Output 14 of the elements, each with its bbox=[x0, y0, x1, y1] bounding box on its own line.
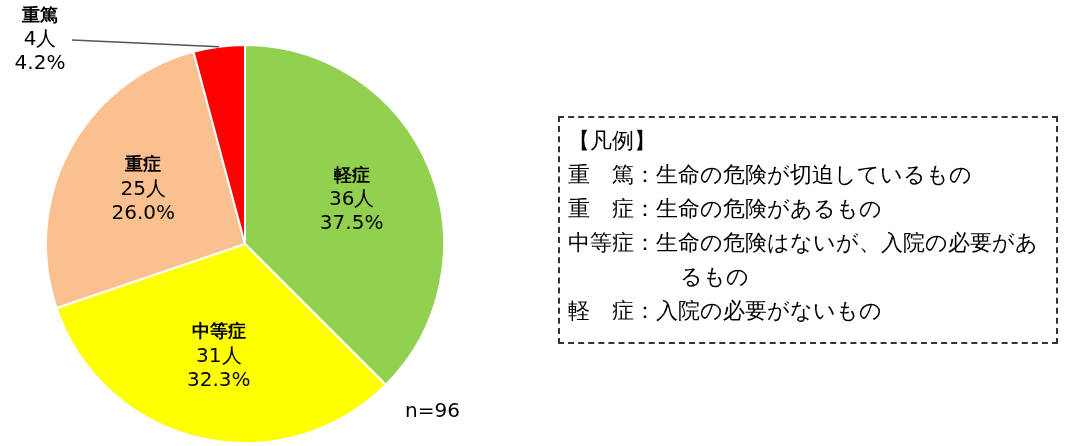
data-label: 4人 4.2% bbox=[14, 26, 66, 75]
slice-label: 軽症 bbox=[332, 163, 370, 185]
slice-label: 重篤 bbox=[21, 3, 58, 25]
text: 重 篤：生命の危険が切迫しているもの bbox=[568, 161, 973, 189]
text: 【凡例】 bbox=[568, 127, 657, 155]
slice-label: 重症 bbox=[124, 153, 162, 175]
data-label: 36人 37.5% bbox=[319, 186, 384, 235]
slice-label: 中等症 bbox=[191, 320, 246, 342]
data-label: 31人 32.3% bbox=[187, 342, 251, 391]
data-label: 25人 26.0% bbox=[111, 175, 175, 224]
text: 重 症：生命の危険があるもの bbox=[568, 195, 883, 223]
text: n=96 bbox=[405, 398, 460, 422]
text: 中等症：生命の危険はないが、入院の必要があるもの bbox=[568, 229, 1039, 291]
text: 軽 症：入院の必要がないもの bbox=[568, 297, 883, 325]
